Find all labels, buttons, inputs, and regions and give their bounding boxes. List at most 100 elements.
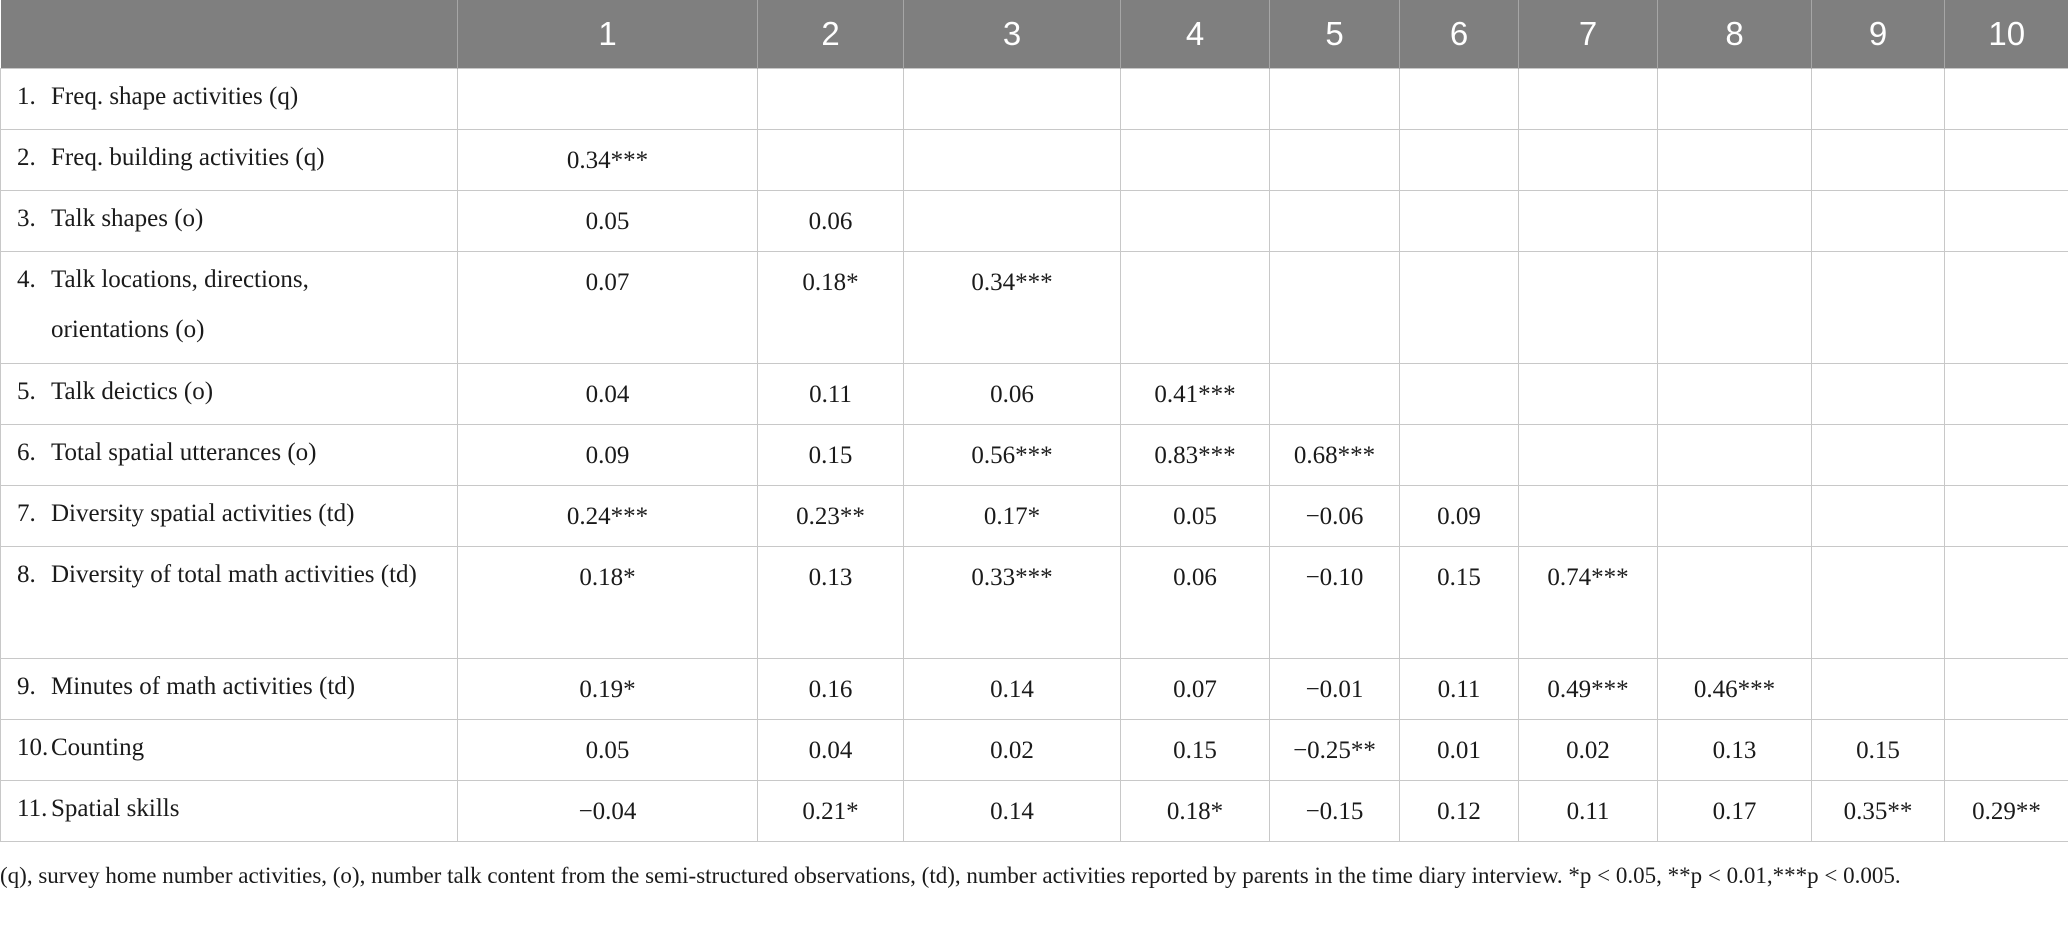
row-label: Minutes of math activities (td) bbox=[51, 673, 356, 700]
header-cell-col-2: 2 bbox=[757, 0, 904, 69]
header-cell-col-5: 5 bbox=[1269, 0, 1400, 69]
correlation-cell: 0.17* bbox=[903, 485, 1121, 547]
row-label: Freq. shape activities (q) bbox=[51, 83, 299, 110]
correlation-cell: 0.05 bbox=[1120, 485, 1270, 547]
header-cell-col-7: 7 bbox=[1518, 0, 1658, 69]
correlation-cell bbox=[1399, 363, 1519, 425]
correlation-cell bbox=[1269, 251, 1400, 364]
correlation-cell: 0.15 bbox=[1399, 546, 1519, 659]
correlation-cell bbox=[1399, 129, 1519, 191]
correlation-cell bbox=[1944, 190, 2068, 252]
table-row: 11. Spatial skills −0.04 0.21* 0.14 0.18* −0.1… bbox=[0, 780, 2068, 842]
correlation-cell: 0.14 bbox=[903, 658, 1121, 720]
row-label-cell: 11. Spatial skills bbox=[0, 780, 458, 842]
correlation-cell: 0.05 bbox=[457, 719, 758, 781]
row-label: Diversity of total math activities (td) bbox=[51, 561, 417, 588]
correlation-cell bbox=[1120, 251, 1270, 364]
correlation-cell bbox=[1269, 363, 1400, 425]
correlation-cell: 0.09 bbox=[457, 424, 758, 486]
correlation-cell: 0.35** bbox=[1811, 780, 1945, 842]
correlation-cell: −0.10 bbox=[1269, 546, 1400, 659]
row-label: Spatial skills bbox=[51, 795, 180, 822]
row-label-cell: 7. Diversity spatial activities (td) bbox=[0, 485, 458, 547]
correlation-cell bbox=[1811, 546, 1945, 659]
correlation-cell bbox=[757, 129, 904, 191]
table-row: 6. Total spatial utterances (o) 0.09 0.15 0.… bbox=[0, 424, 2068, 486]
header-cell-col-8: 8 bbox=[1657, 0, 1812, 69]
correlation-cell: 0.17 bbox=[1657, 780, 1812, 842]
correlation-cell: 0.18* bbox=[757, 251, 904, 364]
correlation-cell bbox=[1811, 129, 1945, 191]
correlation-cell: 0.02 bbox=[1518, 719, 1658, 781]
correlation-cell: 0.06 bbox=[1120, 546, 1270, 659]
correlation-cell bbox=[1399, 190, 1519, 252]
correlation-cell: 0.74*** bbox=[1518, 546, 1658, 659]
row-label: Talk shapes (o) bbox=[51, 205, 204, 232]
correlation-cell: 0.14 bbox=[903, 780, 1121, 842]
correlation-cell bbox=[1399, 251, 1519, 364]
correlation-cell bbox=[1120, 190, 1270, 252]
correlation-cell bbox=[1944, 251, 2068, 364]
correlation-cell bbox=[1944, 658, 2068, 720]
table-row: 1. Freq. shape activities (q) bbox=[0, 68, 2068, 130]
row-label: Total spatial utterances (o) bbox=[51, 439, 317, 466]
correlation-cell: 0.04 bbox=[457, 363, 758, 425]
correlation-cell: 0.15 bbox=[757, 424, 904, 486]
correlation-cell bbox=[1518, 251, 1658, 364]
correlation-cell bbox=[757, 68, 904, 130]
correlation-cell: 0.07 bbox=[1120, 658, 1270, 720]
table-row: 4. Talk locations, directions, orientatio… bbox=[0, 251, 2068, 364]
header-cell-col-6: 6 bbox=[1399, 0, 1519, 69]
correlation-cell bbox=[1657, 485, 1812, 547]
correlation-cell bbox=[1518, 363, 1658, 425]
correlation-cell bbox=[1399, 424, 1519, 486]
correlation-cell: 0.09 bbox=[1399, 485, 1519, 547]
row-number: 6. bbox=[17, 439, 36, 466]
correlation-cell bbox=[1269, 190, 1400, 252]
correlation-cell: 0.41*** bbox=[1120, 363, 1270, 425]
correlation-cell: 0.15 bbox=[1120, 719, 1270, 781]
correlation-cell: 0.13 bbox=[1657, 719, 1812, 781]
correlation-cell: 0.83*** bbox=[1120, 424, 1270, 486]
correlation-cell: 0.68*** bbox=[1269, 424, 1400, 486]
correlation-cell: 0.06 bbox=[903, 363, 1121, 425]
row-number: 1. bbox=[17, 83, 36, 110]
row-label-cell: 4. Talk locations, directions, orientatio… bbox=[0, 251, 458, 364]
correlation-cell bbox=[903, 190, 1121, 252]
correlation-cell: 0.34*** bbox=[457, 129, 758, 191]
correlation-cell bbox=[1811, 68, 1945, 130]
header-cell-col-3: 3 bbox=[903, 0, 1121, 69]
correlation-cell: 0.05 bbox=[457, 190, 758, 252]
correlation-table-container: 1 2 3 4 5 6 7 8 9 10 1. Freq. shape activities (q)… bbox=[0, 0, 2068, 842]
correlation-cell bbox=[1657, 190, 1812, 252]
correlation-cell bbox=[903, 129, 1121, 191]
row-label: Freq. building activities (q) bbox=[51, 144, 325, 171]
row-label-cell: 10. Counting bbox=[0, 719, 458, 781]
correlation-cell bbox=[1518, 424, 1658, 486]
table-footnote: (q), survey home number activities, (o),… bbox=[0, 863, 1901, 888]
correlation-cell: 0.11 bbox=[1518, 780, 1658, 842]
table-row: 8. Diversity of total math activities (td… bbox=[0, 546, 2068, 659]
correlation-cell: 0.21* bbox=[757, 780, 904, 842]
correlation-cell bbox=[1399, 68, 1519, 130]
correlation-cell bbox=[1518, 68, 1658, 130]
row-number: 5. bbox=[17, 378, 36, 405]
table-row: 10. Counting 0.05 0.04 0.02 0.15 −0.25** 0.01 0.… bbox=[0, 719, 2068, 781]
correlation-cell bbox=[1269, 129, 1400, 191]
header-cell-col-1: 1 bbox=[457, 0, 758, 69]
correlation-cell: −0.04 bbox=[457, 780, 758, 842]
correlation-cell bbox=[1944, 424, 2068, 486]
row-label-cell: 2. Freq. building activities (q) bbox=[0, 129, 458, 191]
row-number: 8. bbox=[17, 561, 36, 588]
correlation-cell: 0.11 bbox=[1399, 658, 1519, 720]
correlation-cell: 0.24*** bbox=[457, 485, 758, 547]
table-row: 9. Minutes of math activities (td) 0.19* 0.… bbox=[0, 658, 2068, 720]
correlation-cell bbox=[1811, 251, 1945, 364]
correlation-cell: 0.29** bbox=[1944, 780, 2068, 842]
correlation-cell: 0.18* bbox=[1120, 780, 1270, 842]
correlation-cell bbox=[1811, 363, 1945, 425]
correlation-cell bbox=[1657, 251, 1812, 364]
header-cell-col-9: 9 bbox=[1811, 0, 1945, 69]
correlation-cell bbox=[1657, 68, 1812, 130]
correlation-cell bbox=[1944, 129, 2068, 191]
